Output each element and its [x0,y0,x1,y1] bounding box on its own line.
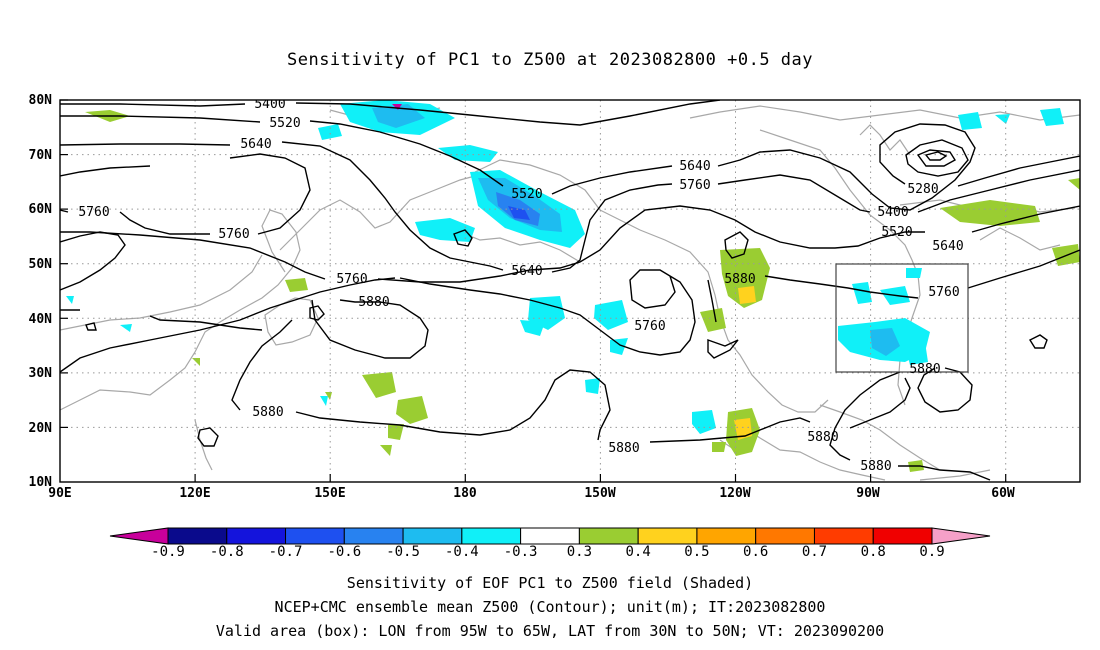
colorbar-swatch [637,527,698,545]
contour-label: 5520 [511,187,542,202]
map-title: Sensitivity of PC1 to Z500 at 2023082800… [286,50,813,70]
contour-label: 5760 [634,319,665,334]
contour-label: 5880 [358,295,389,310]
contour-label: 5880 [724,272,755,287]
contour-label: 5880 [860,459,891,474]
lon-label: 90W [856,486,880,501]
colorbar-tick-label: 0.4 [626,544,651,560]
colorbar-swatch [461,527,522,545]
contour-label: 5640 [932,239,963,254]
contour-label: 5880 [252,405,283,420]
colorbar-tick-label: -0.5 [386,544,420,560]
colorbar-tick-label: 0.5 [684,544,709,560]
lon-label: 60W [991,486,1015,501]
tick-marks [60,99,1007,482]
z500-contours [60,100,1080,481]
contour-label: 5880 [608,441,639,456]
lon-label: 90E [48,486,71,501]
lat-label: 80N [29,93,53,108]
colorbar-swatch [226,527,287,545]
colorbar-tick-label: 0.9 [919,544,944,560]
contour-label: 5400 [254,97,285,112]
contour-label: 5520 [269,116,300,131]
colorbar-tick-label: 0.6 [743,544,768,560]
contour-label: 5400 [877,205,908,220]
colorbar-tick-label: 0.7 [802,544,827,560]
shading-patches [66,100,1080,472]
colorbar: -0.9 -0.8 -0.7 -0.6 -0.5 -0.4 -0.3 0.3 0.4 0.5 0.6… [109,527,991,560]
contour-label: 5760 [218,227,249,242]
footer-line-1: Sensitivity of EOF PC1 to Z500 field (Sh… [346,574,754,592]
lat-label: 50N [29,257,53,272]
colorbar-swatch [813,527,874,545]
colorbar-swatch [578,527,639,545]
contour-label: 5640 [511,264,542,279]
contour-label: 5640 [240,137,271,152]
colorbar-tick-label: -0.8 [210,544,244,560]
colorbar-swatch [402,527,463,545]
colorbar-swatch [696,527,757,545]
contour-label: 5760 [928,285,959,300]
colorbar-swatch [343,527,404,545]
colorbar-tick-label: -0.3 [504,544,538,560]
colorbar-swatch [872,527,933,545]
lon-label: 180 [453,486,477,501]
lat-label: 30N [29,366,53,381]
colorbar-swatch [520,527,580,545]
colorbar-tick-label: -0.4 [445,544,479,560]
colorbar-tick-label: 0.3 [567,544,592,560]
lat-label: 70N [29,148,53,163]
lat-label: 40N [29,312,53,327]
contour-label: 5280 [907,182,938,197]
colorbar-tick-label: -0.7 [269,544,303,560]
map-frame [59,99,1081,483]
lat-label: 10N [29,475,53,490]
colorbar-tick-label: -0.9 [151,544,185,560]
contour-label: 5520 [881,225,912,240]
colorbar-tick-label: 0.8 [861,544,886,560]
colorbar-swatch [755,527,815,545]
colorbar-low-arrow [109,527,169,545]
contour-label: 5880 [909,362,940,377]
contour-label: 5640 [679,159,710,174]
lon-label: 120E [179,486,210,501]
lon-label: 120W [719,486,750,501]
lat-label: 60N [29,202,53,217]
contour-label: 5760 [679,178,710,193]
lon-label: 150W [584,486,615,501]
contour-label: 5760 [336,272,367,287]
colorbar-swatch [167,527,228,545]
coastlines [60,105,1080,481]
contour-label: 5760 [78,205,109,220]
colorbar-swatch [285,527,345,545]
colorbar-high-arrow [931,527,991,545]
colorbar-tick-label: -0.6 [327,544,361,560]
footer-line-2: NCEP+CMC ensemble mean Z500 (Contour); u… [274,598,826,616]
valid-area-box [835,263,969,373]
lat-label: 20N [29,421,53,436]
footer-line-3: Valid area (box): LON from 95W to 65W, L… [215,622,885,640]
lon-label: 150E [314,486,345,501]
contour-label: 5880 [807,430,838,445]
